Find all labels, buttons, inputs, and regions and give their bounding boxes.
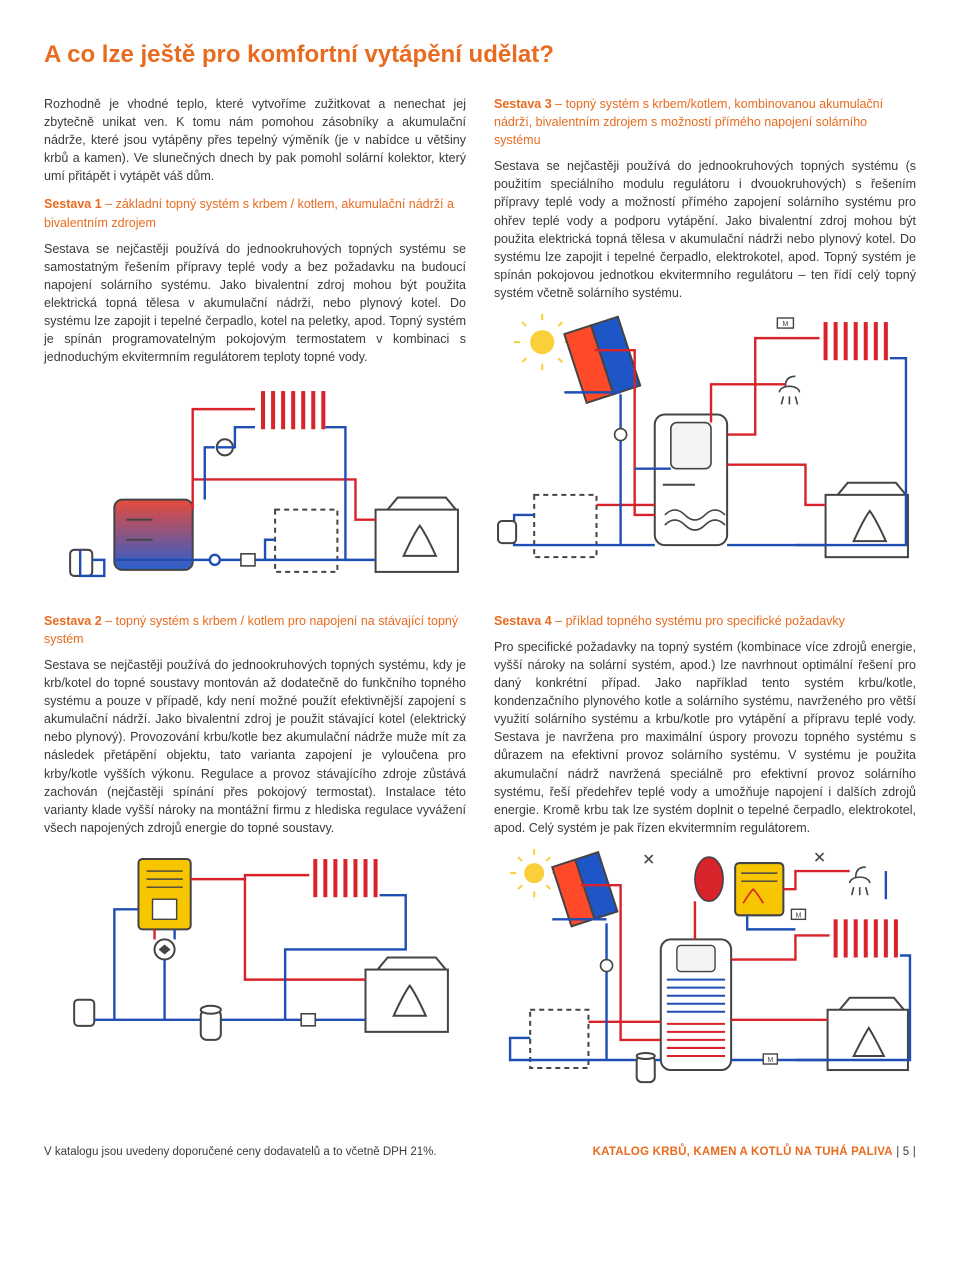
expansion-vessel-icon — [637, 1053, 655, 1082]
sestava4-head: Sestava 4 – příklad topného systému pro … — [494, 612, 916, 630]
expansion-vessel-icon — [695, 857, 723, 901]
solar-tank-icon — [661, 939, 731, 1070]
regulator-icon: M — [791, 909, 805, 919]
radiator-icon — [315, 859, 375, 897]
shower-icon — [850, 867, 870, 895]
fireplace-icon — [376, 497, 458, 571]
radiator-icon — [255, 389, 327, 429]
radiator-icon — [826, 322, 886, 360]
sestava4-dash: – — [552, 614, 566, 628]
sestava3-head: Sestava 3 – topný systém s krbem/kotlem,… — [494, 95, 916, 149]
sestava4-label: Sestava 4 — [494, 614, 552, 628]
gas-boiler-icon — [138, 859, 190, 929]
pump-icon — [615, 429, 627, 441]
col-left-2: Sestava 2 – topný systém s krbem / kotle… — [44, 612, 466, 1113]
footer-catalog: KATALOG KRBŮ, KAMEN A KOTLŮ NA TUHÁ PALI… — [593, 1144, 916, 1161]
sun-icon — [514, 314, 570, 370]
diagram-sestava4: M M — [494, 849, 916, 1090]
sestava3-body: Sestava se nejčastěji používá do jednook… — [494, 157, 916, 302]
intro-paragraph: Rozhodně je vhodné teplo, které vytvořím… — [44, 95, 466, 186]
row-1: Rozhodně je vhodné teplo, které vytvořím… — [44, 95, 916, 612]
sestava2-head: Sestava 2 – topný systém s krbem / kotle… — [44, 612, 466, 648]
boiler-icon — [534, 495, 596, 557]
diagram-sestava2 — [44, 849, 466, 1050]
sestava2-label: Sestava 2 — [44, 614, 102, 628]
page-title: A co lze ještě pro komfortní vytápění ud… — [44, 38, 916, 73]
valve-icon — [645, 853, 824, 863]
solar-panel-icon — [552, 852, 617, 926]
sestava3-label: Sestava 3 — [494, 97, 552, 111]
fireplace-icon — [366, 958, 448, 1032]
sun-icon — [510, 849, 558, 897]
solar-panel-icon — [564, 317, 640, 403]
svg-text:M: M — [767, 1057, 773, 1064]
sestava2-body: Sestava se nejčastěji používá do jednook… — [44, 656, 466, 837]
footer-note: V katalogu jsou uvedeny doporučené ceny … — [44, 1144, 437, 1161]
sestava1-label: Sestava 1 — [44, 197, 102, 211]
regulator-icon: M — [777, 318, 793, 328]
valve-icon — [301, 1014, 315, 1026]
col-right-1: Sestava 3 – topný systém s krbem/kotlem,… — [494, 95, 916, 612]
expansion-vessel-icon — [74, 1000, 94, 1026]
page-footer: V katalogu jsou uvedeny doporučené ceny … — [44, 1136, 916, 1161]
sestava1-body: Sestava se nejčastěji používá do jednook… — [44, 240, 466, 367]
radiator-icon — [836, 919, 896, 957]
sestava2-dash: – — [102, 614, 116, 628]
expansion-vessel-icon — [201, 1006, 221, 1040]
valve-icon — [241, 553, 255, 565]
expansion-vessel-icon — [498, 521, 516, 543]
sestava3-dash: – — [552, 97, 566, 111]
col-right-2: Sestava 4 – příklad topného systému pro … — [494, 612, 916, 1113]
sestava4-body: Pro specifické požadavky na topný systém… — [494, 638, 916, 837]
row-2: Sestava 2 – topný systém s krbem / kotle… — [44, 612, 916, 1113]
boiler-icon — [275, 509, 337, 571]
shower-icon — [779, 376, 799, 404]
combo-tank-icon — [655, 415, 727, 546]
sestava4-desc: příklad topného systému pro specifické p… — [566, 614, 845, 628]
sestava1-head: Sestava 1 – základní topný systém s krbe… — [44, 195, 466, 231]
diagram-sestava1 — [44, 379, 466, 590]
sestava1-dash: – — [102, 197, 116, 211]
gas-boiler-icon — [735, 863, 783, 915]
diagram-sestava3: M — [494, 314, 916, 575]
col-left-1: Rozhodně je vhodné teplo, které vytvořím… — [44, 95, 466, 612]
pump-icon — [601, 960, 613, 972]
svg-text:M: M — [782, 321, 788, 328]
regulator-icon: M — [763, 1054, 777, 1064]
svg-text:M: M — [796, 912, 802, 919]
